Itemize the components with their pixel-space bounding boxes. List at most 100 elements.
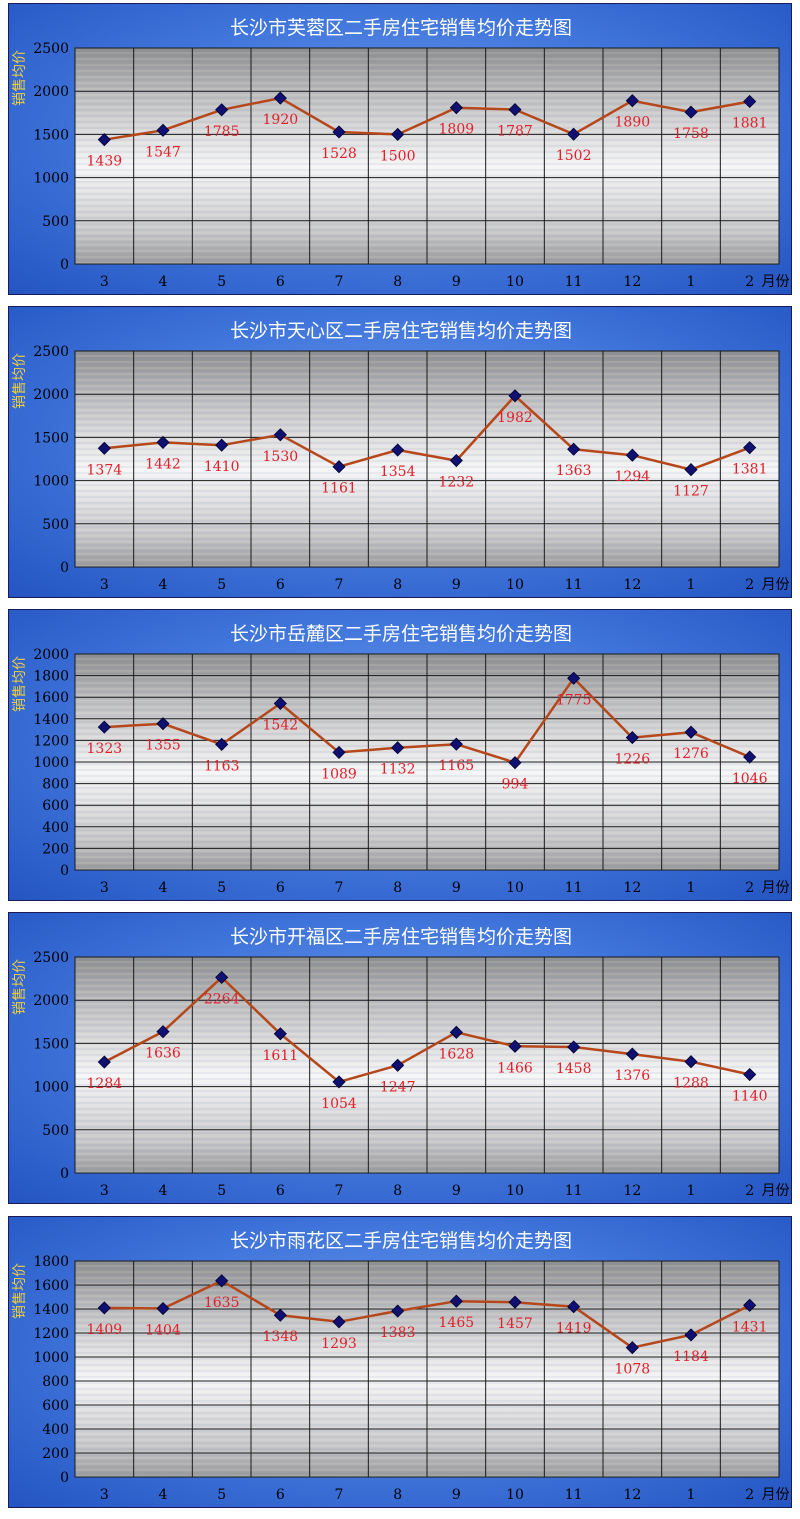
- y-tick-label: 1000: [33, 171, 69, 187]
- data-label: 994: [502, 777, 529, 793]
- x-tick-label: 10: [506, 1487, 524, 1503]
- x-tick-label: 1: [687, 577, 696, 593]
- chart-svg: 0 500 1000 1500 2000 2500 长沙市天心区二手房住宅销售均价走势图销售…: [12, 320, 790, 593]
- data-point: [508, 103, 522, 117]
- data-label: 1542: [263, 717, 299, 733]
- data-point: [391, 127, 405, 141]
- x-tick-label: 2: [745, 1487, 754, 1503]
- data-label: 1363: [556, 463, 592, 479]
- data-point: [332, 1315, 346, 1329]
- x-tick-label: 10: [506, 577, 524, 593]
- x-tick-label: 4: [159, 274, 168, 290]
- y-tick-label: 600: [42, 1398, 69, 1414]
- x-tick-label: 12: [623, 880, 641, 896]
- x-tick-label: 9: [452, 880, 461, 896]
- y-axis-label: 销售均价: [12, 50, 28, 106]
- y-axis-label: 销售均价: [12, 656, 28, 712]
- series-line: [103, 976, 750, 1084]
- data-label: 1982: [497, 410, 533, 426]
- x-tick-label: 12: [623, 274, 641, 290]
- x-tick-label: 4: [159, 1487, 168, 1503]
- y-tick-label: 1800: [33, 669, 69, 685]
- data-point: [508, 756, 522, 770]
- data-label: 1089: [321, 766, 357, 782]
- y-tick-label: 1600: [33, 690, 69, 706]
- x-tick-label: 4: [159, 577, 168, 593]
- plot-border: [74, 350, 780, 568]
- data-label: 1502: [556, 148, 592, 164]
- data-point: [684, 105, 698, 119]
- y-tick-label: 1500: [33, 1036, 69, 1052]
- y-axis-label: 销售均价: [12, 1263, 28, 1319]
- x-tick-label: 11: [565, 577, 583, 593]
- y-tick-label: 800: [42, 777, 69, 793]
- y-tick-label: 200: [42, 1446, 69, 1462]
- x-axis-unit: 月份: [762, 880, 790, 896]
- data-label: 1383: [380, 1325, 416, 1341]
- data-label: 1920: [263, 112, 299, 128]
- data-label: 1635: [204, 1295, 240, 1311]
- y-tick-label: 1600: [33, 1278, 69, 1294]
- x-tick-label: 5: [217, 274, 226, 290]
- data-point: [215, 103, 229, 117]
- x-tick-label: 1: [687, 274, 696, 290]
- x-tick-label: 6: [276, 1183, 285, 1199]
- chart-panel-yuelu: 0 200 400 600 800 1000 1200 1400 1600 1800 2000 长沙市…: [8, 609, 792, 901]
- y-tick-label: 2000: [33, 84, 69, 100]
- data-point: [449, 1025, 463, 1039]
- data-point: [449, 737, 463, 751]
- x-tick-label: 6: [276, 880, 285, 896]
- data-label: 1163: [204, 758, 240, 774]
- data-point: [508, 1295, 522, 1309]
- y-tick-label: 200: [42, 841, 69, 857]
- data-point: [449, 1294, 463, 1308]
- plot-border: [74, 47, 780, 265]
- y-tick-label: 0: [60, 863, 69, 879]
- data-point: [625, 731, 639, 745]
- x-axis-unit: 月份: [762, 1487, 790, 1503]
- data-label: 1404: [145, 1323, 181, 1339]
- y-tick-label: 1500: [33, 127, 69, 143]
- x-tick-label: 11: [565, 1183, 583, 1199]
- data-point: [332, 125, 346, 139]
- y-tick-label: 2000: [33, 387, 69, 403]
- data-point: [97, 441, 111, 455]
- data-label: 1294: [615, 469, 651, 485]
- x-tick-label: 9: [452, 577, 461, 593]
- data-point: [273, 696, 287, 711]
- data-point: [743, 1298, 757, 1312]
- x-tick-label: 7: [335, 1183, 344, 1199]
- y-axis-label: 销售均价: [12, 353, 28, 409]
- data-label: 1787: [497, 124, 533, 140]
- data-point: [156, 717, 170, 731]
- data-point: [684, 725, 698, 739]
- data-label: 1465: [439, 1315, 475, 1331]
- data-point: [391, 741, 405, 755]
- chart-panel-yuhua: 0 200 400 600 800 1000 1200 1400 1600 1800 长沙市雨花区二…: [8, 1216, 792, 1508]
- plot-border: [74, 653, 780, 871]
- y-tick-label: 2000: [33, 993, 69, 1009]
- data-point: [508, 389, 522, 403]
- x-tick-label: 9: [452, 1183, 461, 1199]
- x-tick-label: 9: [452, 274, 461, 290]
- data-point: [97, 1055, 111, 1069]
- y-tick-label: 400: [42, 820, 69, 836]
- data-label: 1132: [380, 762, 416, 778]
- x-tick-label: 6: [276, 274, 285, 290]
- data-label: 1293: [321, 1336, 357, 1352]
- series-line: [104, 1279, 751, 1349]
- data-point: [449, 101, 463, 115]
- data-label: 1284: [87, 1076, 123, 1092]
- y-tick-label: 1200: [33, 733, 69, 749]
- data-point: [567, 1040, 581, 1054]
- y-tick-label: 1400: [33, 712, 69, 728]
- data-label: 1354: [380, 464, 416, 480]
- data-point: [215, 970, 229, 984]
- x-tick-label: 5: [217, 1487, 226, 1503]
- data-point: [332, 1075, 346, 1089]
- chart-title: 长沙市芙蓉区二手房住宅销售均价走势图: [230, 17, 572, 39]
- data-label: 2264: [204, 991, 240, 1007]
- y-tick-label: 1500: [33, 430, 69, 446]
- y-tick-label: 500: [42, 1123, 69, 1139]
- data-label: 1809: [439, 122, 475, 138]
